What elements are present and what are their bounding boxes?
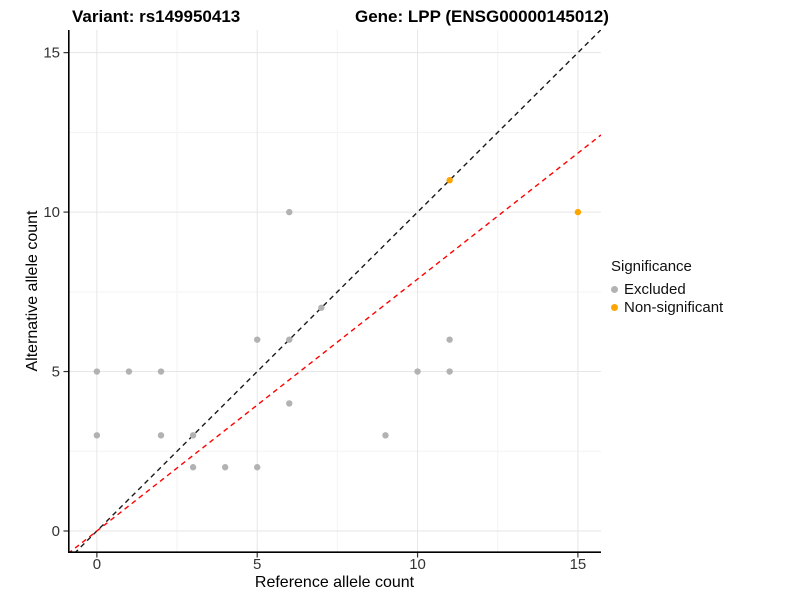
data-point-excluded <box>414 368 421 375</box>
x-tick-label: 15 <box>570 556 587 573</box>
legend-item-label: Excluded <box>624 280 686 298</box>
data-point-non-significant <box>446 177 453 184</box>
threshold-line <box>68 134 601 553</box>
data-point-excluded <box>254 464 261 471</box>
legend-item-label: Non-significant <box>624 298 724 316</box>
data-point-excluded <box>286 400 293 407</box>
data-point-excluded <box>125 368 133 375</box>
x-tick-label: 5 <box>253 556 261 573</box>
data-point-excluded <box>254 336 261 343</box>
data-point-excluded <box>286 336 293 343</box>
y-tick-label: 10 <box>43 204 60 221</box>
plot-title-variant: Variant: rs149950413 <box>72 7 241 26</box>
y-tick-label: 0 <box>52 523 60 540</box>
plot-title-gene: Gene: LPP (ENSG00000145012) <box>355 7 609 26</box>
legend: Significance Excluded Non-significant <box>611 258 723 316</box>
data-point-excluded <box>446 336 453 343</box>
data-point-excluded <box>189 432 197 439</box>
y-axis-label: Alternative allele count <box>24 210 41 372</box>
data-point-excluded <box>318 304 325 311</box>
x-tick-label: 0 <box>93 556 101 573</box>
legend-item-non-significant: Non-significant <box>611 298 723 316</box>
data-point-excluded <box>93 368 101 375</box>
non-significant-swatch-icon <box>611 303 618 311</box>
x-tick-label: 10 <box>409 556 426 573</box>
excluded-swatch-icon <box>611 285 618 293</box>
data-point-excluded <box>286 208 293 216</box>
y-tick-label: 15 <box>43 45 60 62</box>
data-point-excluded <box>221 464 229 471</box>
x-axis-label: Reference allele count <box>254 574 415 591</box>
y-tick-label: 5 <box>52 364 60 381</box>
data-point-non-significant <box>574 208 582 216</box>
legend-item-excluded: Excluded <box>611 280 723 298</box>
data-point-excluded <box>93 432 101 439</box>
data-point-excluded <box>446 368 453 375</box>
chart-svg: 0 5 10 15 0 5 10 15 <box>43 30 601 573</box>
data-point-excluded <box>189 464 197 471</box>
data-point-excluded <box>157 432 165 439</box>
identity-line <box>73 30 601 553</box>
legend-title: Significance <box>611 258 692 275</box>
data-point-excluded <box>157 368 165 375</box>
data-point-excluded <box>382 432 389 439</box>
plot-panel: 0 5 10 15 0 5 10 15 <box>43 30 601 573</box>
